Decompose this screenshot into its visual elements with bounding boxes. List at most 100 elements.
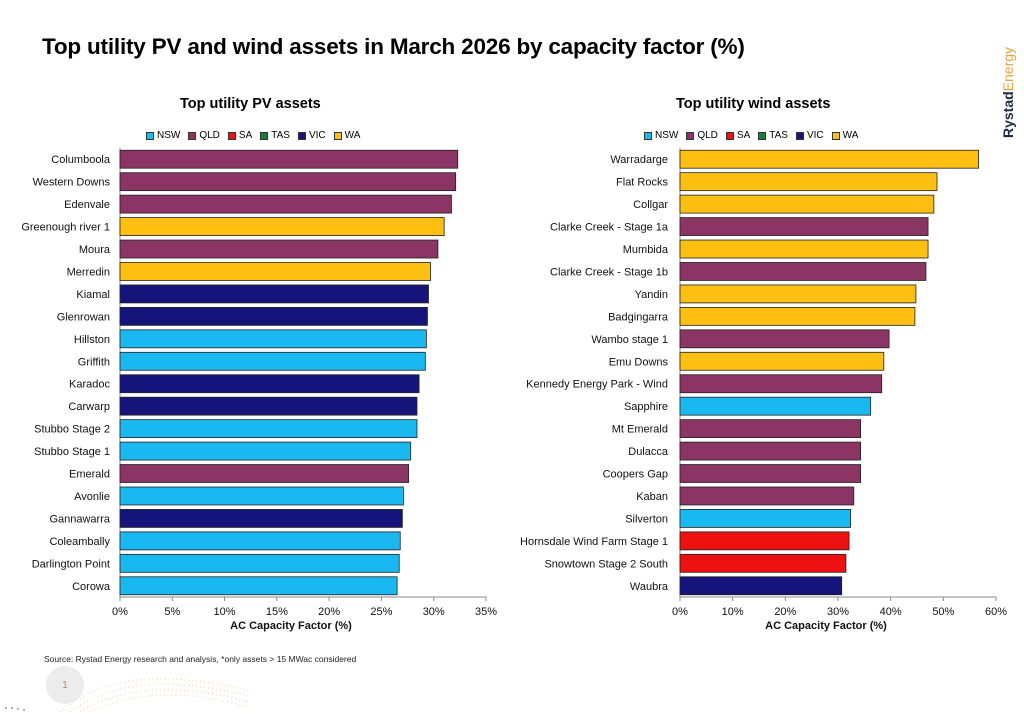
source-note: Source: Rystad Energy research and analy… bbox=[44, 654, 357, 664]
wind-chart-title: Top utility wind assets bbox=[676, 96, 831, 112]
pv-bar bbox=[119, 149, 459, 169]
wind-bar bbox=[679, 576, 843, 596]
pv-bar bbox=[119, 531, 401, 551]
wind-category-label: Clarke Creek - Stage 1a bbox=[550, 222, 669, 234]
legend-item-sa: SA bbox=[227, 130, 252, 141]
wind-category-label: Mumbida bbox=[623, 244, 669, 256]
wind-category-label: Sapphire bbox=[624, 401, 668, 413]
pv-category-label: Darlington Point bbox=[32, 558, 110, 570]
legend-item-tas: TAS bbox=[758, 130, 788, 141]
wind-bar bbox=[679, 419, 862, 439]
pv-category-label: Columboola bbox=[51, 154, 111, 166]
wind-category-label: Waubra bbox=[630, 581, 669, 593]
wind-x-tick-label: 0% bbox=[672, 606, 688, 618]
wind-category-label: Badgingarra bbox=[608, 311, 669, 323]
wind-category-label: Dulacca bbox=[628, 446, 669, 458]
wind-x-tick-label: 40% bbox=[880, 606, 902, 618]
pv-category-label: Stubbo Stage 2 bbox=[34, 424, 110, 436]
wind-category-label: Collgar bbox=[633, 199, 668, 211]
pv-x-axis-label: AC Capacity Factor (%) bbox=[230, 620, 352, 632]
legend-item-qld: QLD bbox=[188, 130, 220, 141]
wind-category-label: Clarke Creek - Stage 1b bbox=[550, 266, 668, 278]
wind-x-tick-label: 10% bbox=[722, 606, 744, 618]
pv-category-label: Emerald bbox=[69, 469, 110, 481]
wind-category-label: Hornsdale Wind Farm Stage 1 bbox=[520, 536, 668, 548]
legend-item-vic: VIC bbox=[795, 130, 824, 141]
pv-x-tick-label: 10% bbox=[214, 606, 236, 618]
wind-category-label: Flat Rocks bbox=[616, 177, 668, 189]
pv-x-tick-label: 5% bbox=[164, 606, 180, 618]
legend-swatch bbox=[758, 131, 767, 140]
wind-x-tick-label: 30% bbox=[827, 606, 849, 618]
legend-swatch bbox=[644, 131, 652, 140]
pv-category-label: Griffith bbox=[78, 356, 110, 368]
legend-label: QLD bbox=[199, 130, 220, 141]
pv-category-label: Glenrowan bbox=[57, 311, 110, 323]
main-title: Top utility PV and wind assets in March … bbox=[42, 34, 745, 59]
legend-swatch bbox=[686, 131, 695, 140]
wind-bar bbox=[679, 396, 872, 416]
pv-bar bbox=[119, 217, 445, 236]
pv-category-label: Corowa bbox=[72, 581, 111, 593]
pv-bar bbox=[119, 441, 412, 461]
legend-label: TAS bbox=[271, 130, 290, 141]
wind-bar bbox=[679, 351, 885, 371]
legend-swatch bbox=[333, 131, 342, 140]
pv-category-label: Avonlie bbox=[74, 491, 110, 503]
wind-category-label: Kaban bbox=[636, 491, 668, 503]
pv-x-tick-label: 30% bbox=[423, 606, 445, 618]
legend-swatch bbox=[795, 131, 804, 140]
pv-x-tick-label: 25% bbox=[370, 606, 392, 618]
legend-swatch bbox=[227, 131, 236, 140]
pv-bar bbox=[119, 329, 427, 349]
legend-item-wa: WA bbox=[831, 130, 859, 141]
wind-category-label: Snowtown Stage 2 South bbox=[544, 558, 668, 570]
wind-x-tick-label: 60% bbox=[985, 606, 1007, 618]
wind-bar bbox=[679, 464, 862, 483]
wind-bar bbox=[679, 239, 929, 259]
wind-x-axis-label: AC Capacity Factor (%) bbox=[765, 620, 887, 632]
wind-category-label: Mt Emerald bbox=[612, 424, 668, 436]
wind-bar bbox=[679, 172, 938, 192]
legend-item-qld: QLD bbox=[686, 130, 718, 141]
pv-category-label: Merredin bbox=[67, 266, 110, 278]
legend-label: TAS bbox=[769, 130, 788, 141]
pv-category-label: Carwarp bbox=[68, 401, 110, 413]
legend-item-tas: TAS bbox=[260, 130, 290, 141]
pv-bar bbox=[119, 194, 452, 214]
wind-category-label: Coopers Gap bbox=[603, 469, 668, 481]
legend-label: NSW bbox=[655, 130, 679, 141]
legend-item-nsw: NSW bbox=[146, 130, 180, 141]
legend-label: QLD bbox=[697, 130, 718, 141]
pv-bar bbox=[119, 262, 431, 281]
wind-category-label: Emu Downs bbox=[609, 356, 669, 368]
wind-x-tick-label: 20% bbox=[774, 606, 796, 618]
legend-swatch bbox=[260, 131, 269, 140]
legend-label: VIC bbox=[308, 130, 326, 141]
wind-category-label: Silverton bbox=[625, 513, 668, 525]
page-number: 1 bbox=[46, 666, 84, 704]
pv-category-label: Gannawarra bbox=[49, 513, 110, 525]
legend-swatch bbox=[146, 131, 154, 140]
wind-x-tick-label: 50% bbox=[932, 606, 954, 618]
wind-bar bbox=[679, 217, 929, 236]
decorative-dots bbox=[5, 678, 251, 713]
wind-bar bbox=[679, 531, 850, 551]
wind-legend: NSW QLD SA TAS VIC WA bbox=[644, 130, 866, 141]
pv-legend: NSW QLD SA TAS VIC WA bbox=[146, 130, 368, 141]
pv-category-label: Coleambally bbox=[49, 536, 110, 548]
pv-category-label: Moura bbox=[79, 244, 111, 256]
pv-bar bbox=[119, 239, 439, 259]
pv-bar bbox=[119, 351, 426, 371]
pv-x-tick-label: 35% bbox=[475, 606, 497, 618]
pv-category-label: Karadoc bbox=[69, 379, 110, 391]
legend-label: WA bbox=[344, 130, 361, 141]
pv-bar bbox=[119, 172, 457, 192]
pv-bar bbox=[119, 396, 418, 416]
wind-bar bbox=[679, 306, 916, 326]
legend-label: WA bbox=[842, 130, 859, 141]
legend-swatch bbox=[831, 131, 840, 140]
pv-category-label: Western Downs bbox=[33, 177, 111, 189]
wind-category-label: Kennedy Energy Park - Wind bbox=[526, 379, 668, 391]
